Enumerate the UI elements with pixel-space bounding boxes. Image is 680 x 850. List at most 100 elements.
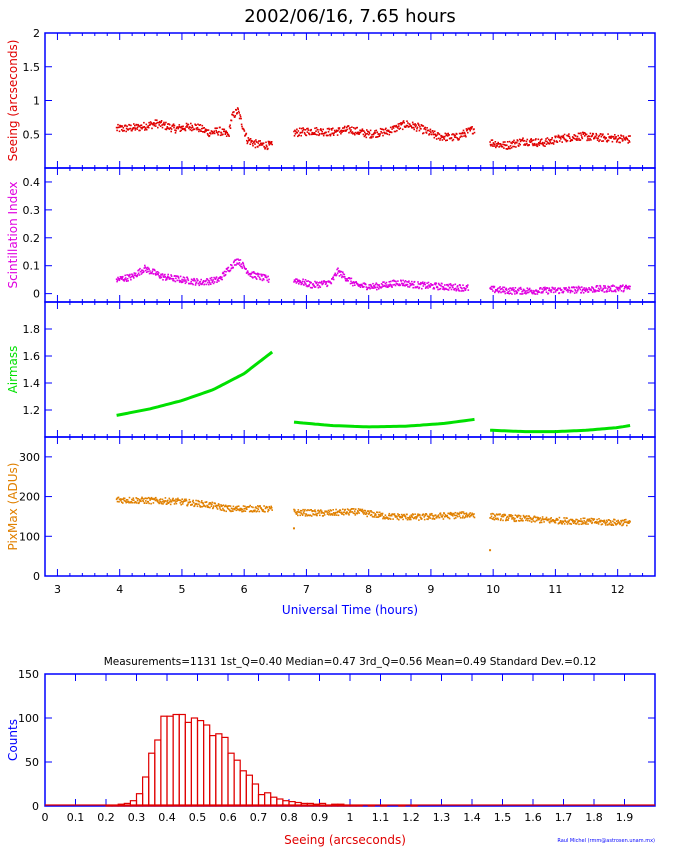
- data-point: [546, 519, 549, 522]
- data-point: [556, 289, 559, 292]
- data-point: [215, 276, 218, 278]
- data-point: [308, 132, 310, 134]
- data-point: [182, 501, 184, 503]
- data-point: [261, 279, 264, 282]
- data-point: [253, 276, 256, 278]
- data-point: [261, 508, 263, 511]
- data-point: [503, 286, 506, 289]
- data-point: [541, 516, 544, 518]
- data-point: [227, 266, 230, 269]
- data-point: [393, 130, 396, 133]
- data-point: [133, 272, 136, 274]
- data-point: [515, 290, 517, 292]
- data-point: [202, 281, 204, 284]
- data-point: [543, 142, 546, 144]
- data-point: [223, 275, 225, 277]
- data-point: [538, 291, 541, 293]
- data-point: [416, 286, 418, 289]
- data-point: [179, 130, 182, 132]
- data-point: [159, 275, 162, 277]
- y-tick-label: 300: [19, 451, 40, 464]
- data-point: [407, 281, 410, 283]
- data-point: [252, 277, 254, 279]
- data-point: [259, 142, 262, 145]
- data-point: [332, 509, 334, 511]
- data-point: [168, 501, 171, 503]
- data-point: [312, 283, 314, 285]
- data-point: [406, 513, 408, 516]
- data-point: [605, 291, 607, 293]
- data-point: [400, 123, 402, 126]
- data-point: [545, 138, 547, 140]
- data-point: [575, 286, 577, 289]
- data-point: [405, 284, 408, 286]
- data-point: [567, 289, 570, 291]
- data-point: [521, 290, 523, 293]
- data-point: [526, 290, 528, 292]
- data-point: [449, 286, 451, 289]
- data-point: [202, 280, 205, 282]
- data-point: [588, 287, 590, 289]
- data-point: [316, 134, 318, 136]
- data-point: [513, 520, 516, 523]
- data-point: [215, 129, 217, 132]
- data-point: [271, 509, 273, 511]
- data-point: [394, 284, 397, 287]
- data-point: [595, 285, 598, 287]
- data-point: [508, 140, 511, 143]
- data-point: [629, 135, 631, 137]
- y-tick-label: 50: [25, 756, 39, 769]
- data-point: [428, 134, 430, 136]
- data-point: [165, 500, 167, 502]
- data-point: [164, 276, 167, 278]
- data-point: [246, 271, 248, 274]
- data-point: [123, 497, 126, 500]
- data-point: [364, 134, 367, 137]
- x-tick-label: 1.2: [402, 811, 420, 824]
- data-point: [345, 280, 348, 282]
- data-point: [354, 284, 356, 286]
- data-point: [119, 124, 121, 127]
- data-point: [617, 519, 619, 522]
- histogram-bar: [142, 776, 150, 807]
- data-point: [267, 510, 269, 513]
- data-point: [175, 277, 177, 280]
- data-point: [491, 512, 494, 515]
- data-point: [185, 281, 188, 283]
- data-point: [465, 514, 467, 517]
- data-point: [609, 523, 611, 526]
- data-point: [337, 267, 339, 270]
- data-point: [125, 127, 128, 130]
- histogram-bar: [215, 733, 223, 807]
- data-point: [297, 135, 299, 138]
- data-point: [439, 284, 441, 286]
- data-point: [267, 147, 269, 150]
- data-point: [468, 128, 471, 130]
- data-point: [121, 498, 124, 501]
- data-point: [461, 511, 463, 513]
- data-point: [525, 292, 528, 294]
- data-point: [583, 517, 586, 520]
- data-point: [525, 519, 527, 522]
- data-point: [598, 290, 600, 292]
- data-point: [377, 511, 379, 514]
- data-point: [494, 143, 496, 145]
- data-point: [231, 113, 234, 116]
- data-point: [325, 282, 327, 285]
- data-point: [532, 517, 534, 520]
- data-point: [436, 286, 439, 289]
- data-point: [574, 520, 576, 522]
- data-point: [317, 129, 319, 131]
- data-point: [539, 521, 541, 524]
- data-point: [590, 519, 592, 522]
- data-point: [350, 277, 353, 280]
- data-point: [152, 497, 154, 500]
- data-point: [258, 510, 261, 513]
- data-point: [371, 511, 373, 513]
- data-point: [138, 498, 141, 501]
- data-point: [181, 503, 184, 505]
- data-point: [310, 281, 312, 284]
- data-point: [453, 513, 455, 515]
- data-point: [374, 513, 377, 515]
- data-point: [361, 130, 363, 132]
